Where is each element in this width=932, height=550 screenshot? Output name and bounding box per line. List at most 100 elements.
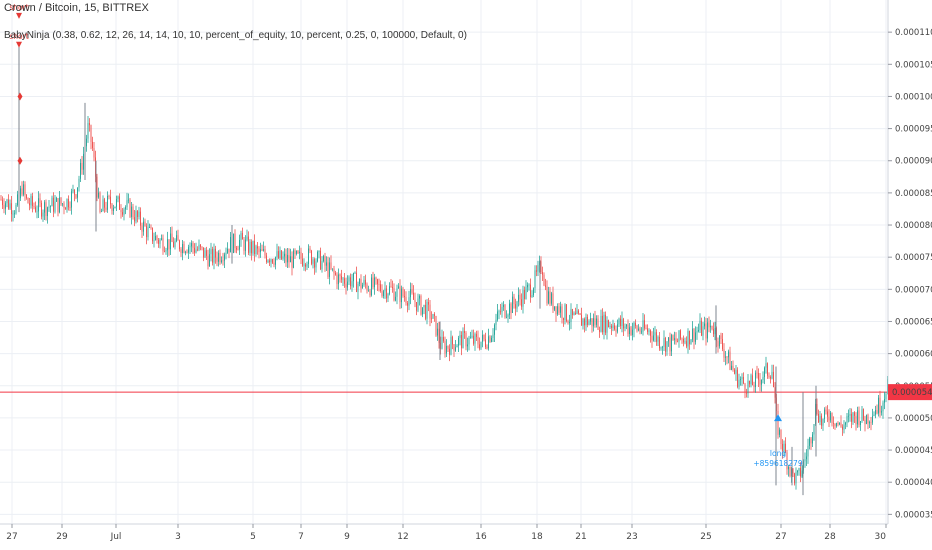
candle-body	[377, 279, 378, 285]
candle-body	[699, 320, 701, 330]
candle-body	[585, 316, 587, 326]
candle-body	[429, 304, 431, 319]
candle-body	[459, 335, 461, 338]
candle-body	[719, 335, 720, 347]
candle-body	[558, 306, 560, 313]
candle-body	[153, 240, 155, 242]
candle-body	[201, 246, 203, 248]
candle-body	[260, 249, 261, 253]
candle-body	[516, 301, 518, 309]
candle-body	[336, 274, 338, 285]
short-arrow-icon[interactable]	[16, 41, 22, 48]
candle-body	[89, 123, 90, 126]
candle-body	[483, 334, 485, 340]
candle-body	[801, 470, 803, 477]
time-axis[interactable]: 27 29 Jul 3 5 7 9 12 16 18 21 23 25 27 28 30	[6, 524, 887, 542]
candle-body	[236, 247, 237, 250]
candle-body	[368, 290, 369, 292]
candle-body	[587, 316, 588, 325]
candle-body	[488, 336, 489, 349]
candle-body	[354, 272, 356, 274]
candle-body	[674, 338, 675, 340]
candle-body	[866, 414, 867, 425]
candle-body	[257, 246, 258, 249]
time-tick-label: 21	[575, 532, 586, 542]
candle-body	[582, 319, 584, 326]
candle-body	[627, 324, 629, 334]
candle-body	[407, 302, 408, 306]
candle-body	[552, 293, 554, 310]
candle-body	[623, 319, 624, 329]
candle-body	[512, 296, 513, 314]
candle-body	[443, 336, 444, 342]
candle-body	[869, 422, 870, 424]
indicator-legend[interactable]: BabyNinja (0.38, 0.62, 12, 26, 14, 14, 1…	[4, 30, 467, 41]
candle-body	[822, 418, 824, 426]
candle-body	[621, 319, 623, 327]
candle-body	[107, 196, 108, 210]
candle-body	[144, 221, 146, 227]
short-arrow-icon[interactable]	[16, 12, 22, 19]
candle-body	[252, 240, 254, 254]
candle-body	[222, 260, 224, 262]
candle-body	[296, 251, 297, 254]
candle-body	[689, 330, 690, 345]
candle-body	[773, 371, 774, 388]
symbol-title[interactable]: Crown / Bitcoin, 15, BITTREX	[4, 2, 149, 14]
candle-body	[723, 349, 725, 358]
price-tick-label: 0.00006500	[895, 317, 932, 327]
candle-body	[876, 410, 878, 414]
candle-body	[108, 196, 110, 197]
candle-body	[330, 262, 332, 269]
candle-body	[789, 466, 791, 476]
candle-body	[345, 283, 347, 288]
price-axis[interactable]: 0.00011000 0.00010500 0.00010000 0.00009500…	[888, 28, 932, 520]
candle-body	[114, 206, 116, 209]
candle-body	[386, 288, 387, 299]
candle-body	[246, 236, 248, 240]
candle-body	[626, 324, 627, 327]
candle-body	[489, 336, 491, 342]
candle-body	[425, 304, 426, 319]
candle-body	[651, 335, 653, 341]
candle-body	[504, 304, 506, 318]
candle-body	[213, 248, 215, 263]
candle-body	[848, 415, 849, 417]
candle-body	[21, 188, 23, 195]
candle-body	[519, 294, 521, 300]
candle-body	[687, 330, 689, 347]
candle-body	[119, 196, 120, 210]
long-arrow-icon[interactable]	[774, 414, 782, 422]
candle-body	[702, 326, 704, 336]
candle-body	[632, 329, 633, 335]
candle-body	[858, 410, 860, 425]
candle-body	[441, 336, 443, 349]
candle-body	[92, 141, 93, 149]
candle-body	[638, 328, 639, 331]
candle-body	[281, 250, 282, 260]
candle-body	[696, 331, 698, 333]
candle-body	[653, 335, 654, 341]
candle-body	[770, 377, 771, 379]
candle-body	[753, 385, 755, 387]
candle-body	[230, 237, 231, 253]
candle-body	[50, 206, 51, 208]
candle-body	[515, 304, 516, 309]
candle-body	[350, 277, 351, 287]
candle-body	[420, 296, 422, 315]
candle-body	[530, 284, 531, 298]
candle-body	[711, 325, 713, 330]
candle-body	[449, 348, 450, 355]
candle-body	[417, 298, 419, 311]
candle-body	[5, 203, 6, 209]
candle-body	[654, 332, 656, 336]
candle-body	[557, 306, 558, 315]
candle-body	[833, 422, 834, 424]
candle-body	[635, 322, 636, 326]
candle-body	[743, 376, 744, 384]
candle-body	[2, 199, 3, 206]
candle-body	[306, 263, 308, 267]
candle-body	[713, 329, 714, 335]
